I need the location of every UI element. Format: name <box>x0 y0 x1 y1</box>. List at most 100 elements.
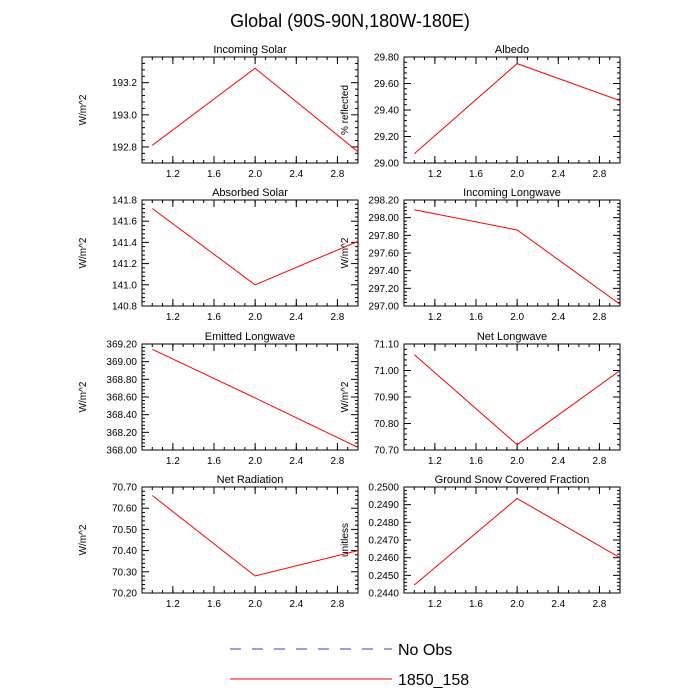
y-tick-label: 70.40 <box>112 546 137 557</box>
y-axis-label-ground-snow-covered-fraction: unitless <box>340 523 351 557</box>
x-tick-label: 1.2 <box>428 456 442 467</box>
x-tick-label: 2.4 <box>289 169 303 180</box>
x-tick-label: 2.0 <box>510 599 524 610</box>
series-line-1850-158 <box>413 354 620 446</box>
x-tick-label: 1.2 <box>428 599 442 610</box>
x-tick-label: 2.4 <box>289 456 303 467</box>
panel-albedo: Albedo % reflected 1.2 1.6 2.0 2.4 2.8 29.00 29.… <box>340 44 621 180</box>
panel-net-longwave: Net Longwave W/m^2 1.2 1.6 2.0 2.4 2.8 70.70 70.… <box>340 331 621 467</box>
y-tick-label: 368.20 <box>106 428 137 439</box>
y-tick-label: 70.70 <box>374 446 399 457</box>
y-tick-label: 71.00 <box>374 366 399 377</box>
y-tick-label: 369.20 <box>106 340 137 351</box>
y-tick-label: 297.00 <box>368 302 399 313</box>
y-tick-label: 368.80 <box>106 375 137 386</box>
x-tick-label: 2.0 <box>510 169 524 180</box>
series-line-1850-158 <box>151 495 358 577</box>
series-line-1850-158 <box>152 208 358 286</box>
x-tick-label: 2.4 <box>551 599 565 610</box>
y-tick-label: 368.40 <box>106 410 137 421</box>
y-tick-label: 141.0 <box>112 280 137 291</box>
y-tick-label: 193.0 <box>112 110 137 121</box>
x-tick-label: 2.4 <box>289 312 303 323</box>
x-tick-label: 2.0 <box>510 312 524 323</box>
y-tick-label: 298.20 <box>368 196 399 207</box>
x-tick-label: 1.6 <box>469 169 483 180</box>
x-tick-label: 1.6 <box>469 599 483 610</box>
y-axis-label-absorbed-solar: W/m^2 <box>78 237 89 268</box>
y-tick-label: 297.40 <box>368 266 399 277</box>
series-line-1850-158 <box>413 63 620 155</box>
x-tick-label: 1.6 <box>469 312 483 323</box>
figure-title: Global (90S-90N,180W-180E) <box>230 11 470 31</box>
y-tick-label: 71.10 <box>374 340 399 351</box>
y-tick-label: 368.60 <box>106 393 137 404</box>
x-tick-label: 2.8 <box>592 312 606 323</box>
x-tick-label: 2.8 <box>330 312 344 323</box>
x-tick-label: 1.6 <box>207 599 221 610</box>
panel-net-radiation: Net Radiation W/m^2 1.2 1.6 2.0 2.4 2.8 70.20 70… <box>78 474 359 610</box>
y-tick-label: 368.00 <box>106 446 137 457</box>
legend-label-no-obs: No Obs <box>398 642 452 659</box>
x-tick-label: 2.0 <box>248 312 262 323</box>
x-tick-label: 1.6 <box>469 456 483 467</box>
y-tick-label: 29.40 <box>374 106 399 117</box>
x-tick-label: 1.6 <box>207 312 221 323</box>
y-tick-label: 193.2 <box>112 78 137 89</box>
series-line-1850-158 <box>152 348 358 448</box>
x-tick-label: 2.0 <box>248 456 262 467</box>
y-axis-label-incoming-solar: W/m^2 <box>78 94 89 125</box>
y-tick-label: 0.2450 <box>368 571 399 582</box>
panel-title-albedo: Albedo <box>495 44 529 56</box>
y-tick-label: 0.2490 <box>368 500 399 511</box>
y-tick-label: 192.8 <box>112 142 137 153</box>
x-tick-label: 1.2 <box>166 312 180 323</box>
x-tick-label: 2.4 <box>551 456 565 467</box>
panel-title-incoming-solar: Incoming Solar <box>213 44 287 56</box>
x-tick-label: 1.2 <box>428 169 442 180</box>
series-line-1850-158 <box>152 67 358 153</box>
y-tick-label: 141.8 <box>112 196 137 207</box>
y-axis-label-emitted-longwave: W/m^2 <box>78 381 89 412</box>
y-tick-label: 0.2460 <box>368 553 399 564</box>
panel-frame-net-radiation <box>141 486 359 594</box>
x-tick-label: 1.6 <box>207 169 221 180</box>
x-tick-label: 1.2 <box>166 599 180 610</box>
x-tick-label: 2.8 <box>592 169 606 180</box>
panel-frame-incoming-solar <box>141 56 359 164</box>
y-tick-label: 70.20 <box>112 589 137 600</box>
x-tick-label: 2.8 <box>330 599 344 610</box>
y-tick-label: 70.90 <box>374 393 399 404</box>
panel-incoming-longwave: Incoming Longwave W/m^2 1.2 1.6 2.0 2.4 2.8 297… <box>340 187 621 323</box>
y-tick-label: 297.80 <box>368 231 399 242</box>
x-tick-label: 2.4 <box>551 312 565 323</box>
y-tick-label: 297.20 <box>368 284 399 295</box>
panel-title-net-radiation: Net Radiation <box>217 474 284 486</box>
x-tick-label: 1.6 <box>207 456 221 467</box>
panel-title-net-longwave: Net Longwave <box>477 331 547 343</box>
panel-title-ground-snow-covered-fraction: Ground Snow Covered Fraction <box>435 474 590 486</box>
x-tick-label: 1.2 <box>428 312 442 323</box>
panel-title-emitted-longwave: Emitted Longwave <box>205 331 296 343</box>
x-tick-label: 2.8 <box>330 456 344 467</box>
y-axis-label-net-longwave: W/m^2 <box>340 381 351 412</box>
x-tick-label: 2.0 <box>248 599 262 610</box>
x-tick-label: 2.4 <box>551 169 565 180</box>
y-axis-label-net-radiation: W/m^2 <box>78 524 89 555</box>
x-tick-label: 2.4 <box>289 599 303 610</box>
y-tick-label: 141.4 <box>112 238 137 249</box>
panel-incoming-solar: Incoming Solar W/m^2 1.2 1.6 2.0 2.4 2.8 192.8 1… <box>78 44 359 180</box>
y-tick-label: 70.30 <box>112 567 137 578</box>
panel-absorbed-solar: Absorbed Solar W/m^2 1.2 1.6 2.0 2.4 2.8 140.8 1… <box>78 187 359 323</box>
y-tick-label: 29.00 <box>374 159 399 170</box>
y-tick-label: 29.20 <box>374 132 399 143</box>
panels: Incoming Solar W/m^2 1.2 1.6 2.0 2.4 2.8 192.8 1… <box>78 44 621 610</box>
y-tick-label: 297.60 <box>368 249 399 260</box>
y-axis-label-incoming-longwave: W/m^2 <box>340 237 351 268</box>
y-tick-label: 0.2500 <box>368 483 399 494</box>
y-tick-label: 70.60 <box>112 504 137 515</box>
y-axis-label-albedo: % reflected <box>340 85 351 135</box>
panel-title-incoming-longwave: Incoming Longwave <box>463 187 561 199</box>
